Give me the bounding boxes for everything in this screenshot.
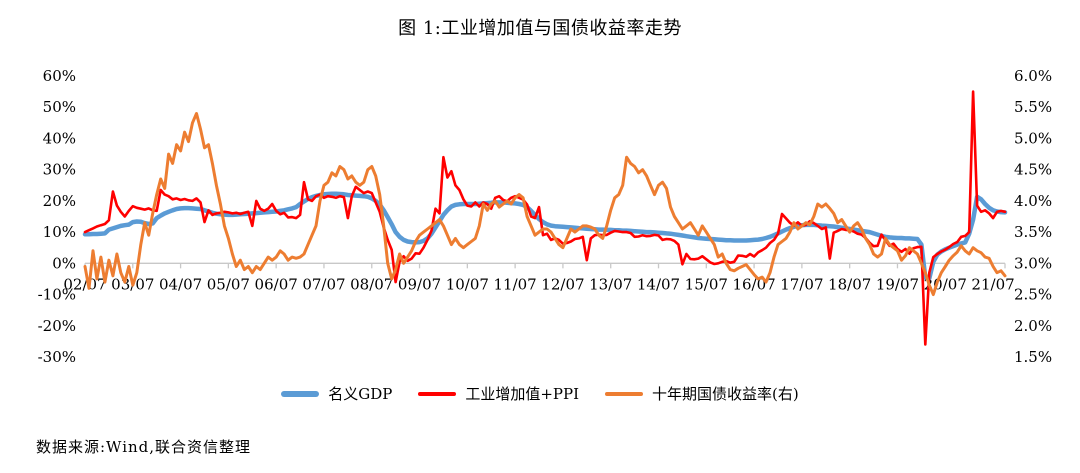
x-tick-label: 18/07: [828, 275, 871, 293]
chart-title: 图 1:工业增加值与国债收益率走势: [398, 18, 682, 39]
legend-label-bond-yield: 十年期国债收益率(右): [652, 385, 799, 403]
left-axis-tick-label: 50%: [43, 98, 76, 116]
x-tick-label: 12/07: [541, 275, 584, 293]
right-axis-tick-label: 3.5%: [1014, 223, 1052, 241]
x-tick-label: 07/07: [302, 275, 345, 293]
legend-label-iva-ppi: 工业增加值+PPI: [465, 385, 580, 403]
right-axis-tick-label: 6.0%: [1014, 67, 1052, 85]
right-axis-tick-label: 4.5%: [1014, 161, 1052, 179]
left-axis-tick-label: 60%: [43, 67, 76, 85]
bond-yield-line-swatch-icon: [605, 391, 644, 396]
source-note: 数据来源:Wind,联合资信整理: [36, 438, 252, 456]
right-axis-tick-label: 4.0%: [1014, 192, 1052, 210]
x-tick-label: 11/07: [494, 275, 537, 293]
gdp-line-swatch-icon: [281, 390, 320, 397]
x-tick-label: 15/07: [685, 275, 728, 293]
left-axis-tick-label: 30%: [43, 161, 76, 179]
legend-item-iva-ppi: 工业增加值+PPI: [418, 383, 579, 404]
legend-label-gdp: 名义GDP: [328, 385, 393, 403]
right-axis-tick-label: 5.5%: [1014, 98, 1052, 116]
x-tick-label: 04/07: [159, 275, 202, 293]
left-axis-tick-label: 40%: [43, 129, 76, 147]
x-tick-label: 17/07: [780, 275, 823, 293]
right-axis-tick-label: 3.0%: [1014, 254, 1052, 272]
right-axis-tick-label: 2.5%: [1014, 286, 1052, 304]
x-tick-label: 21/07: [971, 275, 1014, 293]
right-axis-tick-label: 2.0%: [1014, 317, 1052, 335]
left-axis-tick-label: 10%: [43, 223, 76, 241]
x-tick-label: 10/07: [446, 275, 489, 293]
x-tick-label: 14/07: [637, 275, 680, 293]
x-tick-label: 09/07: [398, 275, 441, 293]
bond-yield-line: [83, 112, 1007, 297]
left-axis-tick-label: -10%: [38, 286, 76, 304]
legend-item-gdp: 名义GDP: [281, 383, 392, 404]
gdp-line: [82, 191, 1008, 281]
right-axis-tick-label: 1.5%: [1014, 348, 1052, 366]
right-axis-tick-label: 5.0%: [1014, 129, 1052, 147]
chart-legend: 名义GDP 工业增加值+PPI 十年期国债收益率(右): [0, 383, 1080, 404]
x-tick-label: 06/07: [255, 275, 298, 293]
left-axis-tick-label: -20%: [38, 317, 76, 335]
x-tick-label: 08/07: [350, 275, 393, 293]
legend-item-bond-yield: 十年期国债收益率(右): [605, 383, 799, 404]
left-axis-tick-label: -30%: [38, 348, 76, 366]
left-axis-tick-label: 20%: [43, 192, 76, 210]
x-tick-label: 19/07: [876, 275, 919, 293]
x-tick-label: 13/07: [589, 275, 632, 293]
iva-ppi-line-swatch-icon: [418, 391, 457, 396]
left-axis-tick-label: 0%: [52, 254, 76, 272]
x-tick-label: 05/07: [207, 275, 250, 293]
